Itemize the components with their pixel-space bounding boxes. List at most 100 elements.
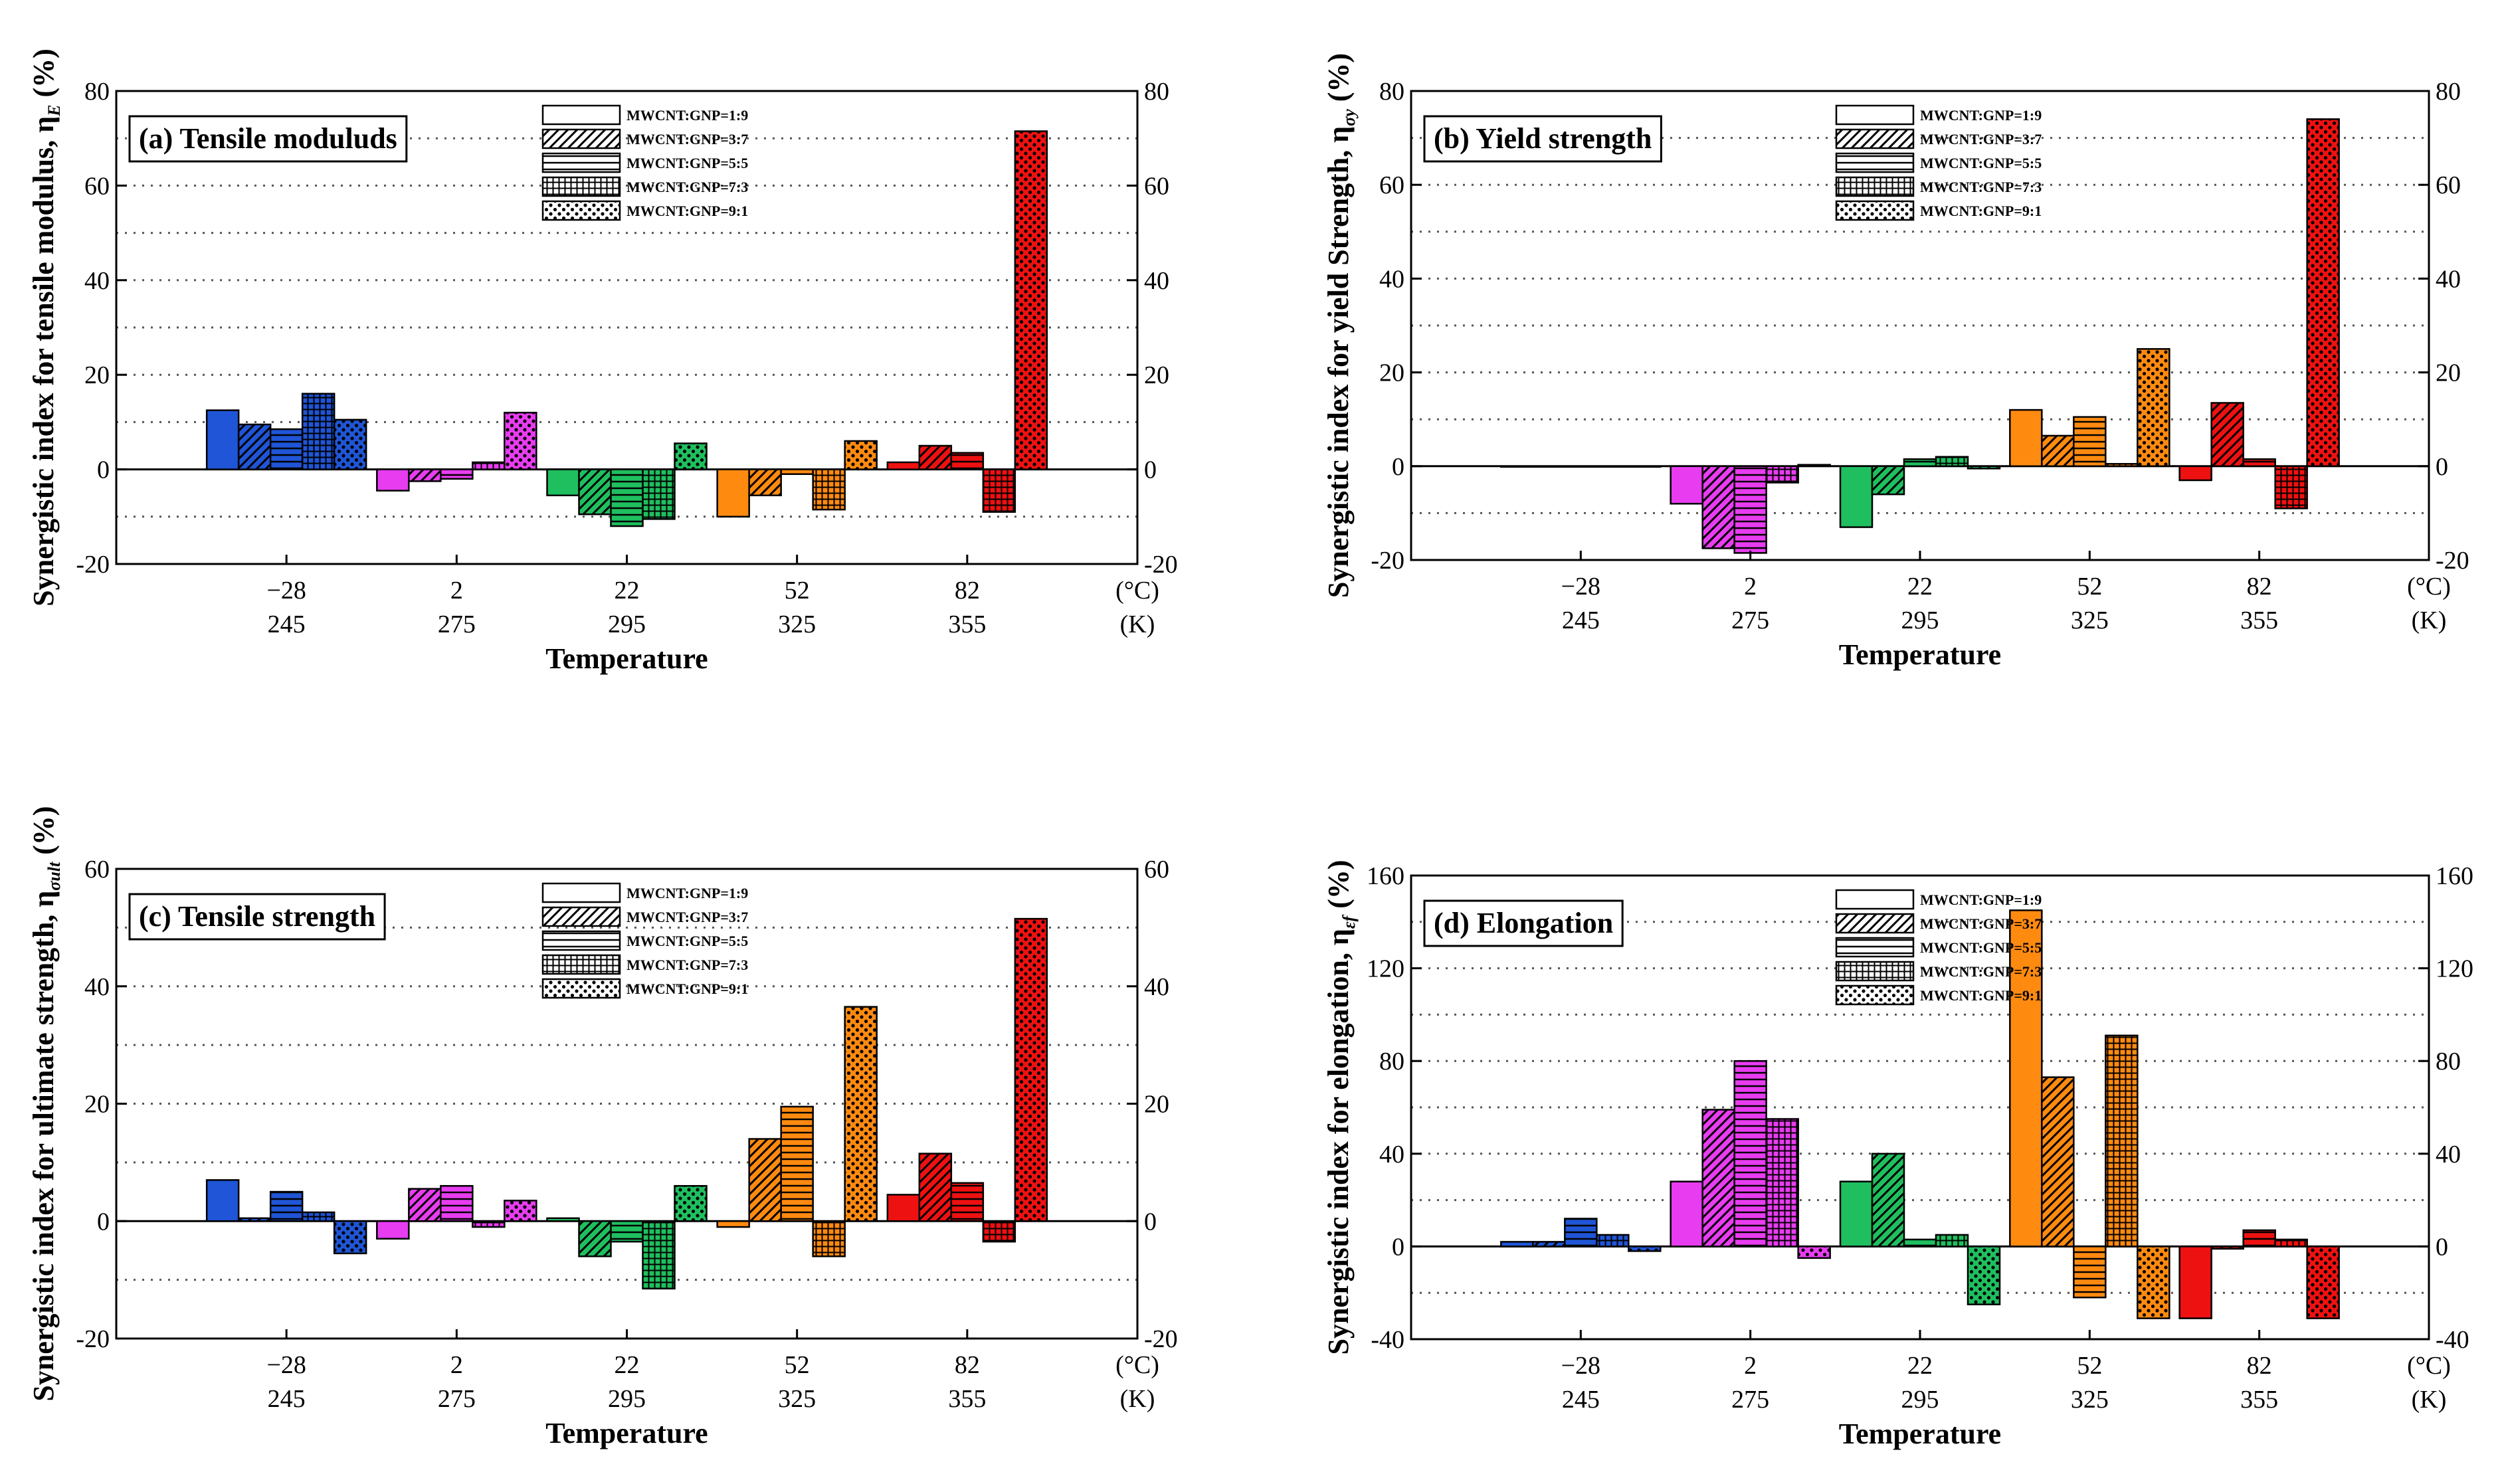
legend-swatch-outline (541, 200, 621, 221)
bar-a-19-t1 (377, 469, 409, 491)
y-tick-label-left: -40 (1371, 1326, 1404, 1354)
unit-celsius-label: (°C) (2407, 573, 2451, 601)
bar-a-73-t3-outline (812, 468, 846, 511)
x-tick-label-k: 325 (2071, 606, 2109, 634)
y-axis-title-main: Synergistic index for ultimate strength,… (27, 891, 60, 1402)
y-tick-label-left: 40 (84, 267, 110, 295)
y-axis-title-main: Synergistic index for tensile modulus, η (27, 116, 60, 606)
bar-c-19-t3 (717, 1221, 749, 1228)
x-tick-label-c: 52 (785, 1351, 810, 1379)
bar-a-37-t2-pattern (579, 469, 611, 515)
legend-swatch-outline (541, 152, 621, 173)
bar-d-37-t2-pattern (1872, 1153, 1904, 1247)
x-tick-label-c: −28 (266, 1351, 306, 1379)
bar-c-73-t0-pattern (302, 1212, 335, 1222)
bar-a-55-t2-pattern (611, 469, 643, 527)
x-tick-label-c: 22 (615, 577, 640, 604)
unit-celsius-label: (°C) (2407, 1352, 2451, 1380)
bar-a-37-t4-pattern (919, 446, 951, 470)
legend-label: MWCNT:GNP=1:9 (626, 885, 748, 901)
bar-b-19-t4-outline (2178, 465, 2212, 482)
y-tick-label-right: 40 (2436, 1141, 2461, 1168)
x-tick-label-k: 355 (2240, 606, 2278, 634)
bar-c-91-t3-pattern (844, 1006, 877, 1222)
bar-a-91-t1-outline (504, 411, 537, 470)
x-axis-title: Temperature (545, 1417, 708, 1449)
y-tick-label-left: 0 (97, 1208, 110, 1236)
x-tick-label-k: 275 (1731, 606, 1769, 634)
bar-b-37-t4-pattern (2211, 403, 2244, 466)
chart-panel-c: -20 -20 0 0 20 20 40 40 60 60 −28 245 2 275 22 295 52 325… (27, 806, 1178, 1449)
bar-d-73-t2-pattern (1936, 1234, 1968, 1247)
x-tick-label-k: 275 (438, 1385, 476, 1413)
y-tick-label-right: 0 (2436, 453, 2448, 481)
legend-label: MWCNT:GNP=5:5 (626, 933, 748, 949)
y-axis-title: Synergistic index for elongation, ηεf (%… (1322, 860, 1359, 1354)
unit-celsius-label: (°C) (1115, 1351, 1159, 1379)
bar-a-55-t1-outline (440, 468, 474, 480)
y-axis-title-subscript: σult (45, 862, 64, 891)
bar-d-55-t0-outline (1564, 1218, 1598, 1248)
bar-a-91-t3-pattern (844, 440, 877, 470)
y-tick-label-right: 60 (2436, 171, 2461, 199)
x-tick-label-c: 82 (955, 577, 980, 604)
bar-d-19-t2 (1840, 1181, 1872, 1247)
legend-swatch-outline (1835, 937, 1915, 958)
bar-d-73-t3-outline (2105, 1034, 2139, 1248)
y-tick-label-left: 40 (1379, 1141, 1404, 1168)
y-tick-label-left: 60 (84, 856, 110, 883)
bar-a-73-t2-pattern (642, 469, 675, 519)
bar-a-73-t4-pattern (983, 469, 1015, 512)
x-tick-label-k: 275 (438, 610, 476, 638)
y-axis-title-unit: (%) (27, 806, 60, 862)
bar-b-73-t0-outline (1596, 465, 1630, 468)
bar-a-55-t1-pattern (440, 469, 473, 479)
x-axis-title: Temperature (545, 642, 708, 675)
bar-c-37-t4-pattern (919, 1153, 951, 1222)
bar-d-91-t2-pattern (1968, 1246, 2000, 1305)
bar-c-37-t1-pattern (409, 1188, 441, 1222)
x-tick-label-k: 295 (608, 610, 646, 638)
y-tick-label-left: 80 (1379, 1048, 1404, 1075)
x-tick-label-c: 82 (2247, 1352, 2272, 1380)
y-tick-label-right: 40 (2436, 265, 2461, 293)
x-tick-label-k: 325 (778, 1385, 816, 1413)
bar-b-91-t4-pattern (2307, 119, 2339, 466)
legend-label: MWCNT:GNP=9:1 (1920, 203, 2042, 219)
legend-swatch-outline (541, 954, 621, 975)
legend-swatch-pattern (543, 177, 620, 196)
bar-b-55-t3-pattern (2073, 417, 2106, 466)
bar-b-19-t2 (1840, 466, 1872, 527)
bar-d-91-t0-outline (1628, 1246, 1662, 1252)
bar-a-91-t4-outline (1014, 130, 1048, 470)
bar-c-37-t3-pattern (749, 1139, 781, 1222)
bar-a-37-t3-pattern (749, 469, 781, 496)
bar-c-55-t1-pattern (440, 1186, 473, 1222)
bar-b-73-t2-pattern (1936, 456, 1968, 466)
bar-c-73-t3-pattern (813, 1221, 845, 1257)
legend-swatch-outline (1835, 913, 1915, 934)
unit-kelvin-label: (K) (1120, 1385, 1155, 1413)
legend-swatch (543, 106, 620, 124)
y-axis-title: Synergistic index for ultimate strength,… (27, 806, 64, 1401)
bar-d-55-t3-outline (2073, 1246, 2107, 1299)
bar-a-91-t0-pattern (334, 419, 367, 470)
bar-d-19-t1 (1670, 1181, 1703, 1247)
bar-d-73-t2-outline (1935, 1234, 1969, 1248)
y-tick-label-left: 40 (84, 973, 110, 1001)
y-tick-label-right: 20 (2436, 359, 2461, 387)
bar-c-91-t2-pattern (674, 1186, 707, 1222)
x-tick-label-k: 355 (2240, 1386, 2278, 1414)
bar-c-91-t3-outline (844, 1006, 878, 1222)
bar-c-37-t2-pattern (579, 1221, 611, 1257)
bar-b-91-t4-outline (2306, 118, 2340, 468)
bar-d-91-t0-pattern (1628, 1246, 1661, 1252)
bar-d-55-t0-pattern (1565, 1218, 1597, 1247)
y-axis-title-unit: (%) (1322, 53, 1355, 109)
unit-kelvin-label: (K) (2412, 1386, 2447, 1414)
bar-d-73-t1-pattern (1766, 1119, 1798, 1247)
x-tick-label-c: 52 (2077, 573, 2102, 601)
bar-b-91-t2-pattern (1968, 466, 2000, 469)
bar-c-91-t4-outline (1014, 917, 1048, 1222)
